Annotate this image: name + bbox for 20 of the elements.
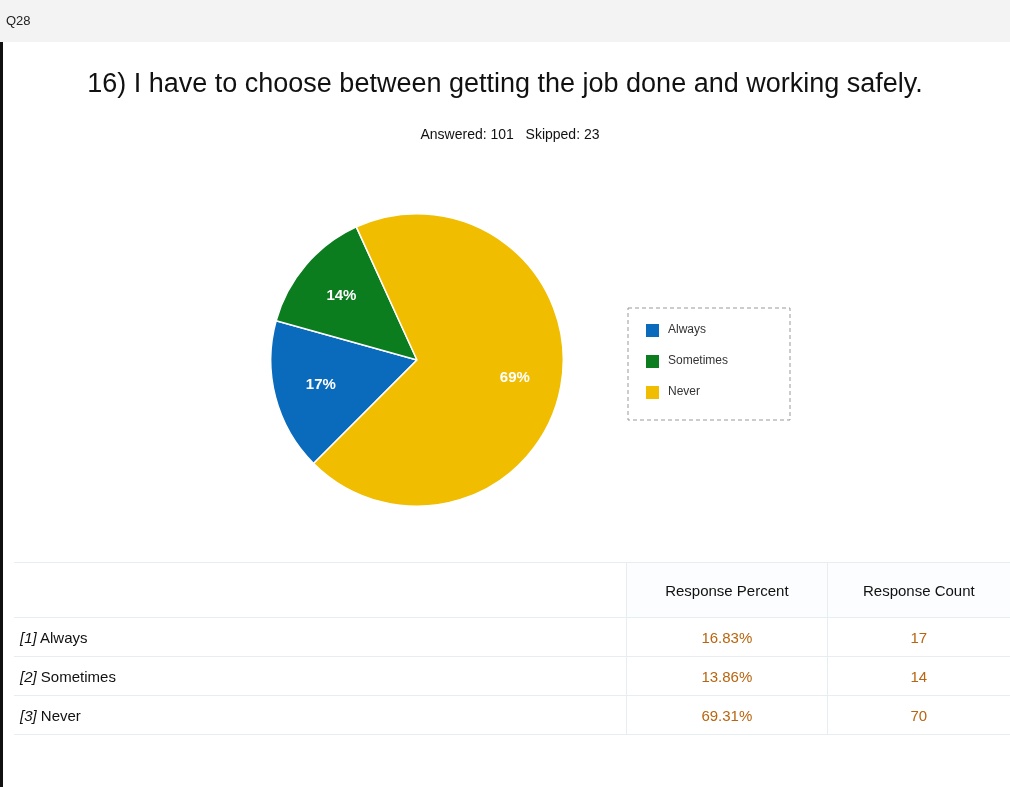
text: 17	[827, 617, 1010, 657]
legend-label: Always	[668, 322, 707, 337]
text: [1] Always	[14, 617, 627, 657]
data-label: 14%	[326, 285, 357, 303]
text: [2] Sometimes	[14, 656, 627, 696]
text: [3] Never	[14, 695, 627, 735]
text: 16.83%	[626, 617, 828, 657]
data-label: 69%	[499, 367, 530, 385]
legend-label: Never	[668, 384, 701, 399]
text: Response Percent	[626, 562, 828, 618]
text: Response Count	[827, 562, 1010, 618]
chart-subtitle: Answered: 101 Skipped: 23	[419, 126, 601, 142]
chart-title: 16) I have to choose between getting the job done and working safely.	[86, 68, 924, 99]
data-label: 17%	[305, 375, 336, 393]
legend-label: Sometimes	[668, 353, 729, 368]
text: 70	[827, 695, 1010, 735]
text: 13.86%	[626, 656, 828, 696]
text: 69.31%	[626, 695, 828, 735]
text: Q28	[0, 0, 1010, 42]
text: 14	[827, 656, 1010, 696]
